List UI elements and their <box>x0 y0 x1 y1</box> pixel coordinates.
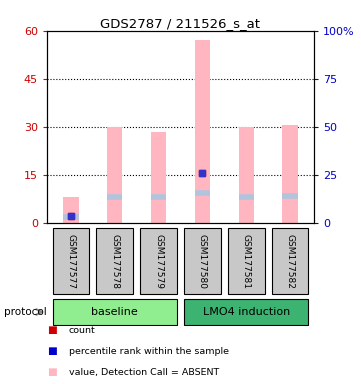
Bar <box>140 228 177 294</box>
Text: LMO4 induction: LMO4 induction <box>203 307 290 317</box>
Title: GDS2787 / 211526_s_at: GDS2787 / 211526_s_at <box>100 17 261 30</box>
Bar <box>195 40 210 223</box>
Bar <box>96 228 133 294</box>
Bar <box>184 228 221 294</box>
Bar <box>184 299 308 325</box>
Text: protocol: protocol <box>4 307 46 317</box>
Text: GSM177577: GSM177577 <box>66 233 75 289</box>
Text: GSM177581: GSM177581 <box>242 233 251 289</box>
Text: value, Detection Call = ABSENT: value, Detection Call = ABSENT <box>69 368 219 377</box>
Bar <box>228 228 265 294</box>
Bar <box>151 132 166 223</box>
Bar <box>271 228 308 294</box>
Bar <box>53 299 177 325</box>
Bar <box>282 125 298 223</box>
Text: GSM177582: GSM177582 <box>286 234 295 288</box>
Text: GSM177580: GSM177580 <box>198 233 207 289</box>
Text: ■: ■ <box>47 346 57 356</box>
Text: ■: ■ <box>47 367 57 377</box>
Text: baseline: baseline <box>91 307 138 317</box>
Text: ■: ■ <box>47 325 57 335</box>
Bar <box>107 127 122 223</box>
Bar <box>53 228 90 294</box>
Bar <box>63 197 79 223</box>
Text: count: count <box>69 326 95 335</box>
Text: GSM177579: GSM177579 <box>154 233 163 289</box>
Text: percentile rank within the sample: percentile rank within the sample <box>69 347 229 356</box>
Text: GSM177578: GSM177578 <box>110 233 119 289</box>
Bar <box>239 127 254 223</box>
